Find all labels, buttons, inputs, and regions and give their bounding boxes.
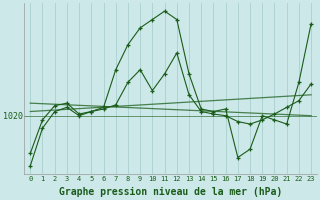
X-axis label: Graphe pression niveau de la mer (hPa): Graphe pression niveau de la mer (hPa) [59, 187, 282, 197]
